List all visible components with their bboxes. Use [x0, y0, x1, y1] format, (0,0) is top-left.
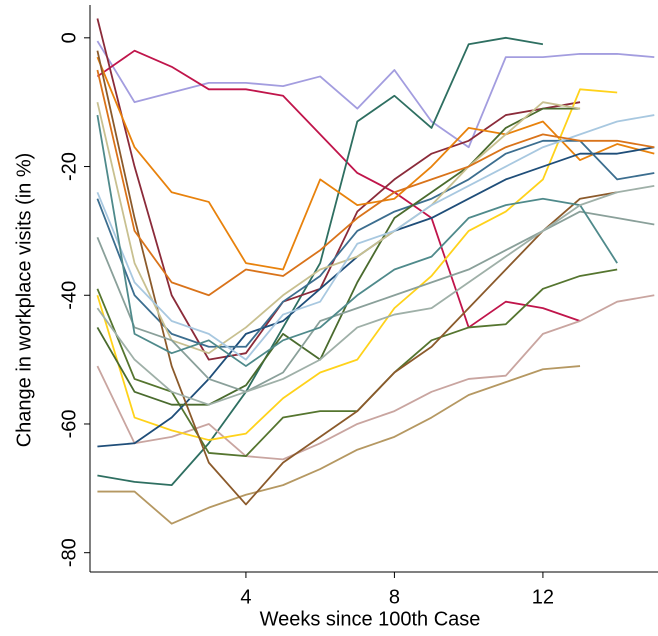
series-line: [97, 36, 544, 487]
series-line: [97, 146, 655, 448]
y-tick-label: -20: [58, 152, 80, 181]
series-line: [96, 294, 655, 461]
series-line: [96, 69, 655, 297]
x-tick-label: 4: [240, 586, 251, 608]
x-tick-label: 8: [389, 586, 400, 608]
series-line: [96, 268, 618, 458]
y-tick-label: -80: [58, 538, 80, 567]
y-tick-label: -60: [58, 410, 80, 439]
series-line: [96, 101, 581, 355]
series-line: [96, 184, 655, 406]
series-line: [96, 114, 655, 361]
series-line: [96, 107, 581, 406]
y-tick-label: -40: [58, 281, 80, 310]
series-line: [96, 88, 618, 441]
x-tick-label: 12: [532, 586, 554, 608]
series-line: [97, 365, 581, 525]
x-axis-title: Weeks since 100th Case: [260, 608, 481, 630]
series-line: [96, 50, 618, 506]
series-line: [96, 40, 655, 149]
y-tick-label: 0: [58, 32, 80, 43]
series-line: [96, 114, 618, 367]
series-line: [96, 49, 581, 329]
series-line: [96, 210, 655, 393]
series-line: [96, 18, 581, 361]
y-axis-title: Change in workplace visits (in %): [13, 153, 35, 448]
